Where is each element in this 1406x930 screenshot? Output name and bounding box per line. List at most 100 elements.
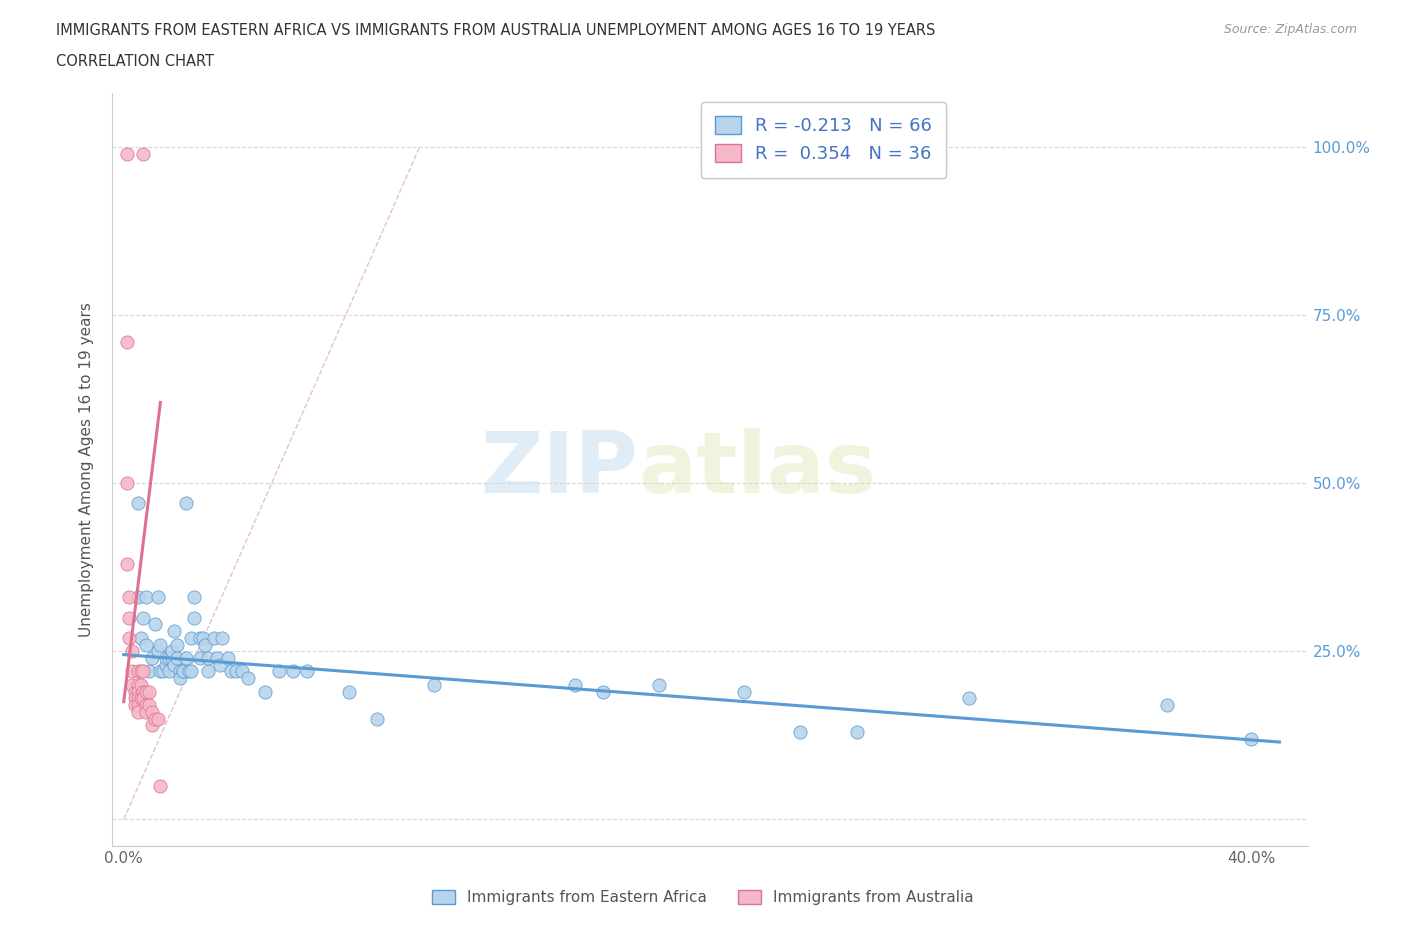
Point xyxy=(174,651,197,666)
Point xyxy=(169,664,191,679)
Point xyxy=(138,664,160,679)
Point xyxy=(124,698,146,712)
Point xyxy=(163,624,186,639)
Point xyxy=(211,631,233,645)
Point xyxy=(121,644,143,658)
Point xyxy=(141,718,163,733)
Point xyxy=(127,698,149,712)
Point xyxy=(197,651,219,666)
Point xyxy=(118,610,141,625)
Point xyxy=(115,146,138,161)
Point xyxy=(789,724,811,739)
Point xyxy=(141,704,163,719)
Point xyxy=(172,664,194,679)
Point xyxy=(169,671,191,685)
Point xyxy=(121,664,143,679)
Text: IMMIGRANTS FROM EASTERN AFRICA VS IMMIGRANTS FROM AUSTRALIA UNEMPLOYMENT AMONG A: IMMIGRANTS FROM EASTERN AFRICA VS IMMIGR… xyxy=(56,23,935,38)
Point xyxy=(267,664,290,679)
Point xyxy=(197,664,219,679)
Point xyxy=(127,684,149,699)
Point xyxy=(180,664,202,679)
Point xyxy=(183,590,205,604)
Point xyxy=(337,684,360,699)
Text: Source: ZipAtlas.com: Source: ZipAtlas.com xyxy=(1223,23,1357,36)
Point xyxy=(121,677,143,692)
Point xyxy=(135,698,157,712)
Point xyxy=(127,691,149,706)
Point xyxy=(129,664,152,679)
Point xyxy=(166,651,188,666)
Point xyxy=(183,610,205,625)
Point xyxy=(188,651,211,666)
Point xyxy=(157,651,180,666)
Point xyxy=(1156,698,1178,712)
Point xyxy=(281,664,304,679)
Point xyxy=(118,631,141,645)
Point xyxy=(160,651,183,666)
Point xyxy=(194,637,217,652)
Point xyxy=(188,631,211,645)
Point xyxy=(253,684,276,699)
Point xyxy=(127,677,149,692)
Point xyxy=(202,631,225,645)
Point xyxy=(127,704,149,719)
Point xyxy=(115,335,138,350)
Text: CORRELATION CHART: CORRELATION CHART xyxy=(56,54,214,69)
Point xyxy=(127,496,149,511)
Point xyxy=(191,631,214,645)
Point xyxy=(155,651,177,666)
Y-axis label: Unemployment Among Ages 16 to 19 years: Unemployment Among Ages 16 to 19 years xyxy=(79,302,94,637)
Point xyxy=(143,711,166,726)
Point xyxy=(132,146,155,161)
Point xyxy=(225,664,247,679)
Point xyxy=(135,637,157,652)
Point xyxy=(129,691,152,706)
Text: ZIP: ZIP xyxy=(481,428,638,512)
Point xyxy=(733,684,755,699)
Point xyxy=(118,590,141,604)
Point xyxy=(124,691,146,706)
Point xyxy=(132,610,155,625)
Point xyxy=(132,664,155,679)
Point xyxy=(138,684,160,699)
Point xyxy=(152,664,174,679)
Point xyxy=(592,684,614,699)
Point xyxy=(205,651,228,666)
Point xyxy=(129,631,152,645)
Point xyxy=(217,651,239,666)
Point xyxy=(124,684,146,699)
Legend: R = -0.213   N = 66, R =  0.354   N = 36: R = -0.213 N = 66, R = 0.354 N = 36 xyxy=(700,102,946,178)
Point xyxy=(135,590,157,604)
Point xyxy=(163,658,186,672)
Point xyxy=(845,724,868,739)
Point xyxy=(135,704,157,719)
Point xyxy=(166,637,188,652)
Point xyxy=(157,664,180,679)
Point xyxy=(1240,731,1263,746)
Point xyxy=(146,711,169,726)
Point xyxy=(231,664,253,679)
Point xyxy=(115,556,138,571)
Point xyxy=(132,684,155,699)
Point xyxy=(146,590,169,604)
Point xyxy=(129,677,152,692)
Point xyxy=(174,496,197,511)
Point xyxy=(423,677,446,692)
Text: atlas: atlas xyxy=(638,428,876,512)
Point xyxy=(155,658,177,672)
Point xyxy=(208,658,231,672)
Point xyxy=(564,677,586,692)
Point xyxy=(115,475,138,490)
Point xyxy=(295,664,318,679)
Legend: Immigrants from Eastern Africa, Immigrants from Australia: Immigrants from Eastern Africa, Immigran… xyxy=(425,883,981,913)
Point xyxy=(143,617,166,631)
Point xyxy=(127,590,149,604)
Point xyxy=(146,644,169,658)
Point xyxy=(160,644,183,658)
Point xyxy=(172,664,194,679)
Point xyxy=(149,664,172,679)
Point xyxy=(132,691,155,706)
Point xyxy=(141,651,163,666)
Point xyxy=(135,684,157,699)
Point xyxy=(648,677,671,692)
